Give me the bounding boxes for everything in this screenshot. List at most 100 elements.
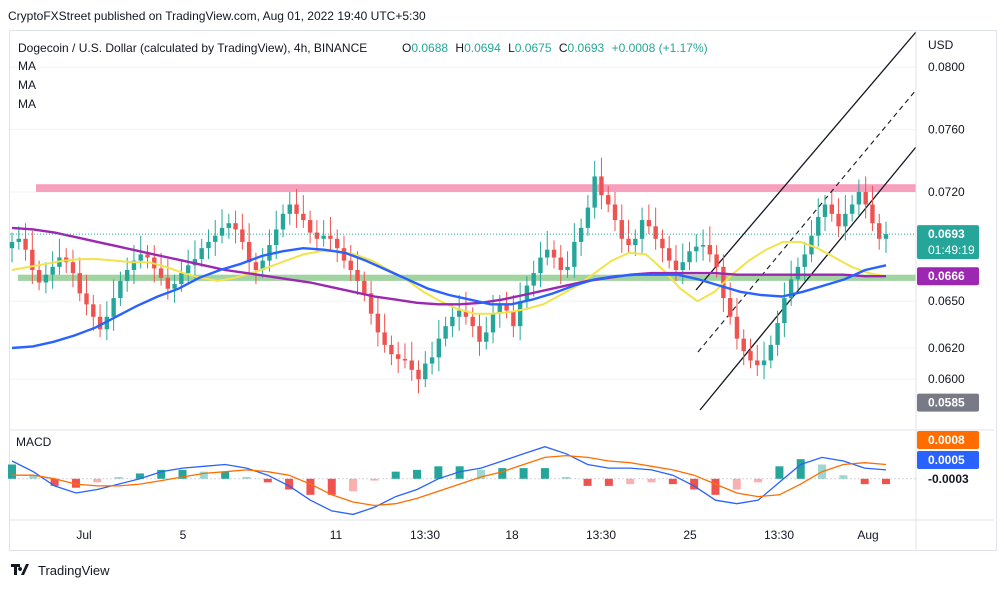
price-tick-label: 0.0600 — [928, 372, 965, 386]
macd-badge: 0.0005 — [917, 451, 979, 469]
candle — [700, 229, 706, 261]
candle-body — [36, 270, 42, 283]
candle — [409, 341, 414, 381]
price-tick-label: 0.0800 — [928, 60, 965, 74]
candle-body — [707, 245, 713, 255]
candle-body — [666, 248, 672, 261]
ma-legend-1[interactable]: MA — [18, 59, 36, 73]
candle-body — [9, 241, 15, 249]
macd-histogram-bar — [263, 478, 272, 483]
time-tick-label: Aug — [857, 528, 878, 542]
macd-histogram-bar — [199, 471, 208, 479]
candle — [653, 207, 658, 250]
candle — [301, 195, 306, 228]
price-tick-label: 0.0620 — [928, 341, 965, 355]
candle-body — [436, 338, 442, 358]
candle — [748, 338, 753, 369]
candle — [843, 195, 848, 241]
candle — [490, 294, 496, 344]
candle-body — [30, 249, 35, 270]
macd-legend[interactable]: MACD — [16, 435, 52, 449]
macd-histogram-bar — [93, 478, 102, 483]
candle — [423, 351, 428, 387]
channel-upper-line[interactable] — [695, 31, 917, 291]
candle-body — [111, 298, 116, 317]
price-axis[interactable]: 0.0800 0.0760 0.0720 0.0650 0.0620 0.0600 0.06… — [917, 60, 979, 412]
price-tick-label: 0.0720 — [928, 185, 965, 199]
macd-badge: 0.0008 — [917, 431, 979, 449]
candle-body — [646, 220, 652, 227]
candle-body — [321, 235, 326, 239]
candle — [639, 207, 645, 253]
macd-histogram-bar — [754, 478, 763, 483]
candle — [328, 216, 333, 250]
tradingview-logo-icon[interactable] — [10, 562, 32, 579]
candle-body — [395, 354, 401, 359]
macd-line-macd[interactable] — [11, 446, 887, 516]
candle-body — [755, 360, 760, 366]
candle-body — [335, 238, 340, 249]
candle — [416, 360, 421, 394]
macd-histogram-bar — [114, 477, 123, 479]
macd-histogram-bar — [349, 478, 358, 492]
candle-body — [484, 332, 489, 342]
candle — [680, 243, 685, 285]
macd-histogram-bar — [327, 478, 336, 495]
candle-body — [612, 204, 618, 221]
ma-legend-3[interactable]: MA — [18, 97, 36, 111]
macd-histogram-bar — [519, 468, 528, 479]
channel-mid-line[interactable] — [697, 89, 917, 353]
candle-body — [280, 213, 286, 230]
candle — [368, 280, 374, 325]
macd-line-signal[interactable] — [12, 454, 887, 507]
ma-line-2[interactable] — [11, 226, 886, 306]
candle-body — [233, 223, 238, 230]
candle — [816, 198, 821, 247]
channel-lower-line[interactable] — [699, 146, 917, 411]
candle-body — [782, 298, 787, 324]
candle — [484, 316, 489, 350]
candle-body — [741, 338, 746, 352]
time-tick-label: 11 — [330, 528, 343, 542]
candle — [565, 251, 570, 278]
candle-body — [558, 257, 563, 270]
candle-body — [267, 245, 272, 261]
candle-body — [585, 207, 591, 228]
candle-body — [416, 369, 421, 380]
candle-body — [287, 204, 292, 214]
candle-body — [382, 332, 387, 345]
macd-histogram-bar — [668, 478, 677, 485]
time-tick-label: 13:30 — [410, 528, 440, 542]
low-label: L — [508, 41, 515, 55]
ma-line-3[interactable] — [11, 246, 887, 350]
candle — [694, 234, 699, 263]
candle-body — [124, 270, 130, 281]
candle-body — [531, 273, 536, 286]
candle — [511, 294, 516, 338]
macd-histogram-bar — [242, 477, 251, 479]
candle — [524, 276, 530, 309]
candle — [199, 238, 204, 267]
candle-body — [748, 351, 753, 361]
candle-body — [606, 195, 611, 205]
footer-brand[interactable]: TradingView — [38, 563, 110, 578]
candle-body — [877, 223, 882, 239]
candle-body — [348, 260, 353, 270]
candle-body — [768, 344, 774, 361]
candle — [131, 245, 137, 285]
candle-body — [118, 280, 123, 299]
time-axis[interactable]: Jul 5 11 13:30 18 13:30 25 13:30 Aug — [76, 528, 878, 542]
low-value: 0.0675 — [515, 41, 552, 55]
macd-histogram-bar — [882, 478, 890, 485]
candle — [863, 176, 868, 219]
candle — [572, 223, 577, 278]
support-zone — [18, 274, 916, 281]
candle-body — [856, 192, 862, 205]
candle-body — [497, 304, 503, 314]
candle-body — [849, 204, 855, 214]
candle-body — [619, 220, 624, 239]
candle — [517, 282, 523, 341]
candle-body — [158, 268, 164, 278]
ma-legend-2[interactable]: MA — [18, 78, 36, 92]
